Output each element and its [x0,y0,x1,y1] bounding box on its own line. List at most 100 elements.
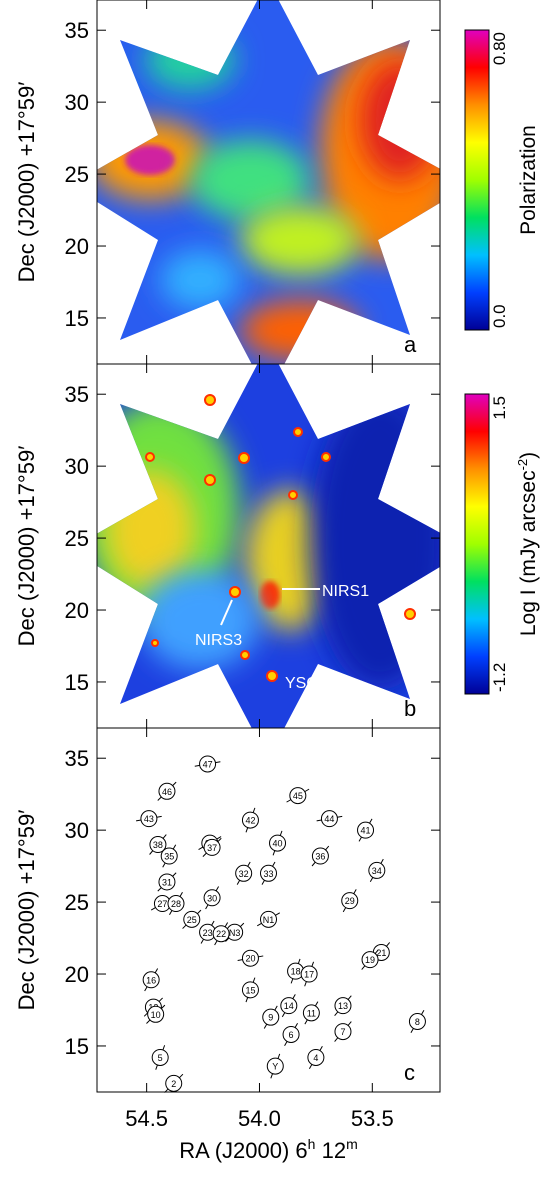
star-marker [235,864,253,882]
x-axis-label-sup: m [346,1136,358,1152]
y-tick-label: 30 [65,90,89,115]
star-marker [320,810,338,828]
star-marker [302,1004,320,1022]
y-axis-label: Dec (J2000) +17°59′ [14,446,39,647]
y-tick-label: 30 [65,818,89,843]
colorbar-label-text: Log I (mJy arcsec [517,470,540,636]
star-marker [199,755,217,773]
x-axis-label: RA (J2000) 6h 12m [179,1136,357,1163]
panel-label: b [404,696,416,721]
y-tick-label: 20 [65,598,89,623]
star-marker [203,889,221,907]
colorbar-label: Polarization [517,125,540,235]
star-label: 18 [291,967,301,977]
star-label: 19 [365,955,375,965]
star-label: 44 [324,814,334,824]
star-marker [282,1025,300,1043]
star-label: 47 [203,759,213,769]
star-label: 29 [345,896,355,906]
star-label: 46 [162,787,172,797]
star-label: 21 [376,948,386,958]
star-label: 17 [304,970,314,980]
star-label: 42 [245,816,255,826]
star-marker [149,836,167,854]
point-sources [145,394,416,682]
star-label: 6 [289,1030,294,1040]
y-tick-label: 25 [65,890,89,915]
y-tick-label: 35 [65,746,89,771]
star-label: 38 [153,840,163,850]
panel-frame [96,727,441,1093]
y-tick-label: 25 [65,526,89,551]
star-label: 23 [203,928,213,938]
star-marker [241,981,259,999]
y-tick-label: 15 [65,670,89,695]
star-marker [241,811,259,829]
star-label: Y [272,1062,278,1072]
y-tick-label: 35 [65,18,89,43]
star-marker [307,1048,325,1066]
panel-label: c [404,1060,415,1085]
y-tick-label: 25 [65,162,89,187]
star-marker [334,997,352,1015]
star-marker [212,925,230,943]
star-label: 33 [263,869,273,879]
star-label: 27 [157,899,167,909]
star-marker [165,1074,183,1092]
star-label: 7 [340,1027,345,1037]
star-marker [151,1048,169,1066]
star-marker [142,971,160,989]
intensity-map [97,364,440,728]
star-marker [334,1023,352,1041]
panel-label: a [404,332,417,357]
star-label: 40 [273,839,283,849]
star-label: 43 [144,814,154,824]
colorbar-label-text: Polarization [517,125,540,235]
star-marker [311,847,329,865]
x-tick-label: 53.5 [351,1106,394,1131]
star-marker [361,951,379,969]
star-label: 10 [151,1010,161,1020]
star-label: 2 [171,1079,176,1089]
colorbar-label: Log I (mJy arcsec-2) [515,452,540,636]
star-label: 32 [239,869,249,879]
star-label: 35 [164,852,174,862]
star-marker [158,782,176,800]
star-label: 34 [372,866,382,876]
star-label: 41 [361,826,371,836]
star-label: 4 [313,1053,318,1063]
star-label: 45 [293,791,303,801]
star-marker [260,910,277,928]
star-marker [167,895,185,913]
star-marker [357,821,375,839]
star-label: 36 [315,852,325,862]
x-tick-label: 54.0 [238,1106,281,1131]
annotation: YSO [285,675,319,692]
star-label: 20 [245,954,255,964]
annotation: NIRS1 [322,583,369,600]
star-marker [341,892,359,910]
colorbar-label-end: ) [517,452,540,459]
star-label: 11 [307,1008,316,1018]
colorbar-tick-label: 1.5 [490,396,509,420]
star-label: 8 [415,1017,420,1027]
star-label: 16 [146,975,156,985]
x-axis-label-text: 12 [315,1138,346,1163]
colorbar-label-sup: -2 [515,459,530,471]
y-axis-label: Dec (J2000) +17°59′ [14,82,39,283]
x-tick-label: 54.5 [125,1106,168,1131]
star-marker [203,838,221,856]
star-label: 25 [187,915,197,925]
star-marker [368,861,386,879]
star-label: 15 [245,985,255,995]
star-marker [158,873,176,891]
star-label: 22 [216,929,226,939]
polarization-map [97,0,440,364]
star-label: 31 [162,877,172,887]
colorbar [464,393,490,695]
y-tick-label: 20 [65,234,89,259]
colorbar [464,29,490,331]
star-marker [280,997,298,1015]
star-marker [408,1013,426,1031]
